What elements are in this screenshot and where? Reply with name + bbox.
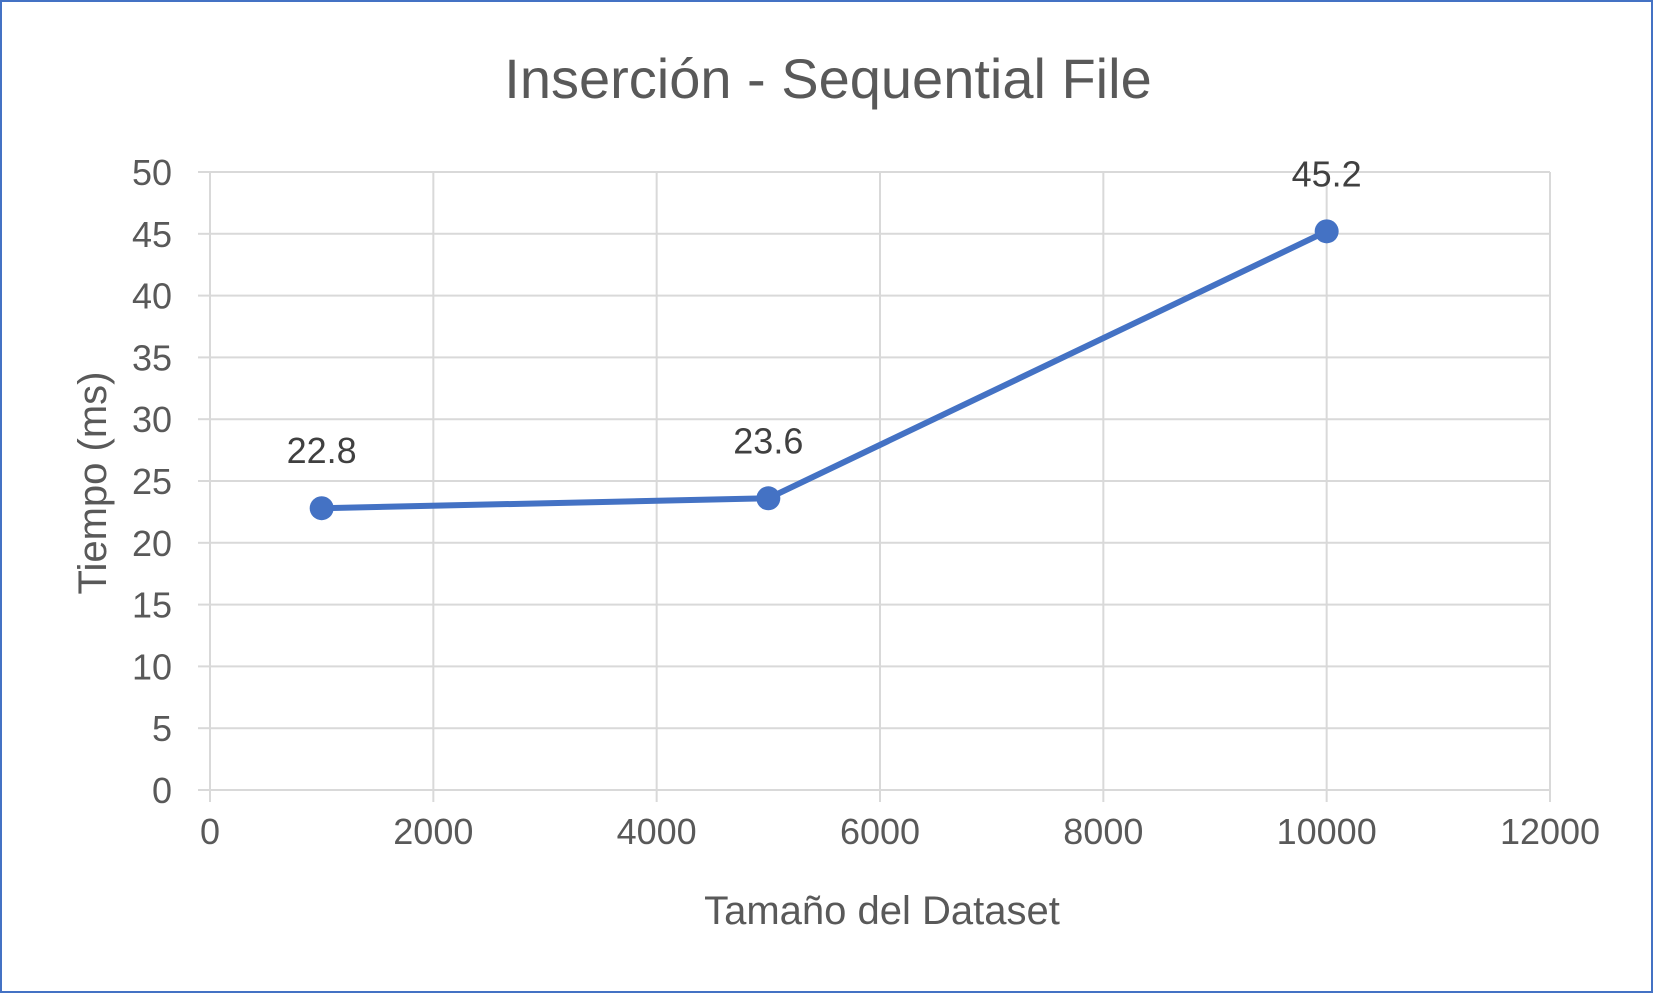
axis-layer: 0 5 10 15 20 25 30 35 40 45 50 0 2000 4000 6000 8000 100…: [132, 152, 1600, 852]
data-point-marker: [756, 486, 781, 511]
y-tick-label: 5: [152, 708, 172, 749]
x-tick-label: 12000: [1500, 811, 1600, 852]
x-tick-label: 0: [200, 811, 220, 852]
x-tick-label: 10000: [1277, 811, 1377, 852]
chart-title: Inserción - Sequential File: [504, 47, 1151, 110]
x-tick-label: 6000: [840, 811, 920, 852]
y-tick-label: 30: [132, 399, 172, 440]
grid-layer: [210, 171, 1551, 790]
y-tick-label: 20: [132, 523, 172, 564]
x-tick-label: 2000: [393, 811, 473, 852]
y-tick-label: 45: [132, 214, 172, 255]
y-tick-label: 40: [132, 276, 172, 317]
x-tick-label: 8000: [1063, 811, 1143, 852]
data-label: 23.6: [733, 420, 803, 461]
y-tick-label: 35: [132, 337, 172, 378]
y-tick-label: 50: [132, 152, 172, 193]
y-axis-title: Tiempo (ms): [71, 372, 115, 595]
y-tick-label: 10: [132, 646, 172, 687]
data-label: 45.2: [1292, 153, 1362, 194]
data-label: 22.8: [287, 430, 357, 471]
data-point-marker: [309, 496, 334, 521]
x-tick-label: 4000: [617, 811, 697, 852]
series-layer: 22.8 23.6 45.2: [287, 153, 1362, 521]
x-axis-title: Tamaño del Dataset: [704, 889, 1060, 933]
y-tick-label: 0: [152, 770, 172, 811]
data-point-marker: [1314, 219, 1339, 244]
series-line: [318, 228, 1330, 512]
y-tick-label: 15: [132, 585, 172, 626]
y-tick-label: 25: [132, 461, 172, 502]
